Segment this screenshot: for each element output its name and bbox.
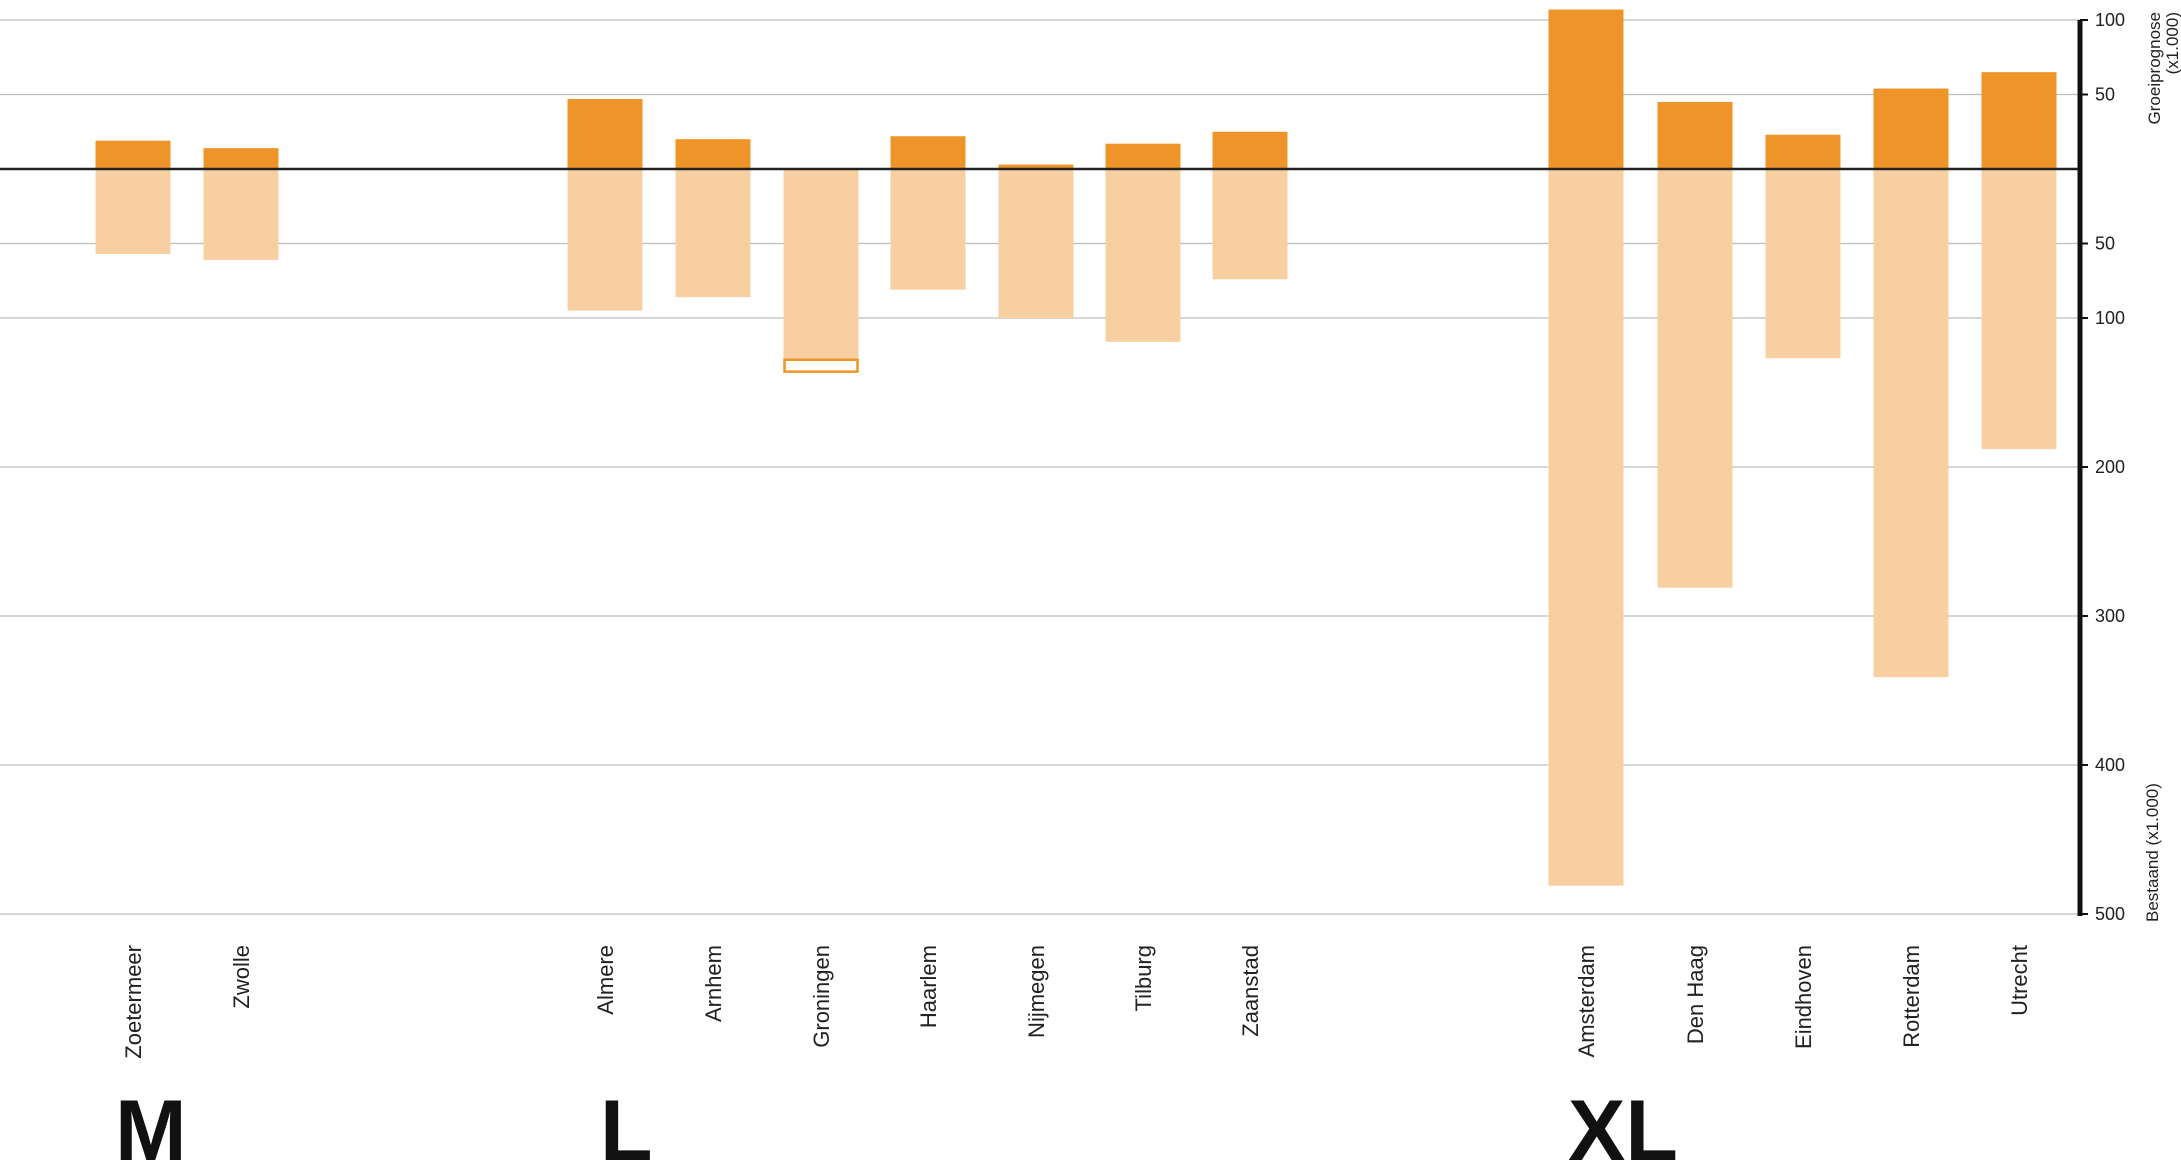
tick-label-bottom-100: 100 [2095,308,2125,328]
bar-growth-utrecht [1981,72,2057,169]
bar-growth-rotterdam [1873,88,1949,169]
bar-growth-zaanstad [1212,131,1288,169]
category-label-haarlem: Haarlem [916,945,941,1028]
tick-label-bottom-400: 400 [2095,755,2125,775]
axis-title-top: Groeiprognose [2145,12,2164,124]
bar-growth-arnhem [675,139,751,169]
category-label-rotterdam: Rotterdam [1899,945,1924,1048]
category-label-eindhoven: Eindhoven [1791,945,1816,1049]
bar-stock-nijmegen [998,169,1074,318]
category-label-den-haag: Den Haag [1683,945,1708,1044]
bar-growth-zoetermeer [95,140,171,169]
bar-stock-groningen [783,169,859,360]
bar-stock-amsterdam [1548,169,1624,886]
group-labels: M L XL [115,1083,1678,1173]
bars [95,9,2057,886]
bar-stock-zwolle [203,169,279,260]
category-label-zaanstad: Zaanstad [1238,945,1263,1037]
category-label-zoetermeer: Zoetermeer [121,945,146,1059]
group-label-l: L [600,1083,653,1168]
group-label-xl: XL [1568,1083,1678,1168]
bar-growth-eindhoven [1765,134,1841,169]
bar-stock-eindhoven [1765,169,1841,359]
tick-label-bottom-50: 50 [2095,234,2115,254]
bar-outline-groningen [783,358,859,373]
bar-stock-zaanstad [1212,169,1288,280]
value-axis: 100 50 50 100 200 300 400 500 Groeiprognose (x1.0… [2077,10,2181,924]
tick-label-bottom-200: 200 [2095,457,2125,477]
category-label-groningen: Groningen [809,945,834,1048]
group-label-m: M [115,1083,187,1168]
category-label-tilburg: Tilburg [1131,945,1156,1011]
bar-stock-utrecht [1981,169,2057,450]
bar-growth-haarlem [890,136,966,169]
axis-title-bottom: Bestaand (x1.000) [2143,783,2162,922]
bar-growth-den-haag [1657,101,1733,169]
category-label-zwolle: Zwolle [229,945,254,1009]
category-label-amsterdam: Amsterdam [1574,945,1599,1057]
category-label-nijmegen: Nijmegen [1024,945,1049,1038]
bar-growth-almere [567,98,643,169]
bar-growth-tilburg [1105,143,1181,169]
bar-stock-zoetermeer [95,169,171,254]
category-label-utrecht: Utrecht [2007,945,2032,1016]
bar-stock-arnhem [675,169,751,298]
category-labels: Zoetermeer Zwolle Almere Arnhem Groningen Haa… [121,945,2032,1059]
bar-stock-tilburg [1105,169,1181,342]
axis-title-top-unit: (x1.000) [2163,12,2181,74]
bar-stock-haarlem [890,169,966,290]
bar-growth-zwolle [203,148,279,169]
bar-growth-amsterdam [1548,9,1624,169]
bar-growth-nijmegen [998,164,1074,169]
bar-stock-rotterdam [1873,169,1949,678]
bar-stock-den-haag [1657,169,1733,588]
tick-label-bottom-300: 300 [2095,606,2125,626]
bar-stock-almere [567,169,643,311]
tick-label-top-50: 50 [2095,85,2115,105]
category-label-arnhem: Arnhem [701,945,726,1022]
tick-label-bottom-500: 500 [2095,904,2125,924]
tick-label-top-100: 100 [2095,10,2125,30]
category-label-almere: Almere [593,945,618,1015]
